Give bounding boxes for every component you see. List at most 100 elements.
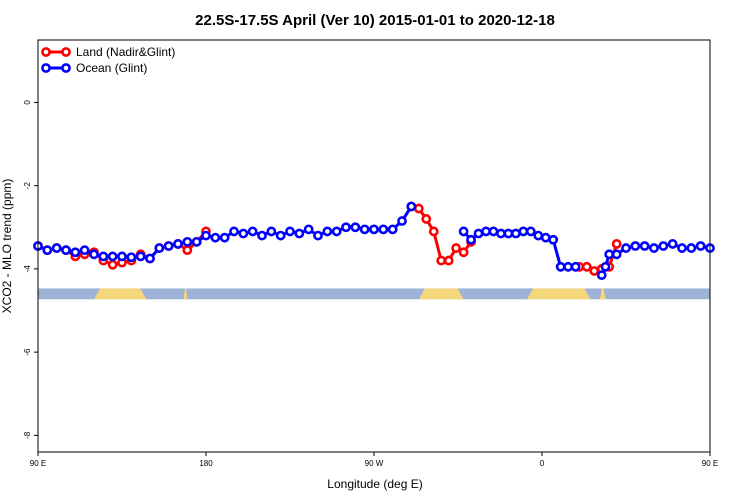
data-point <box>173 239 183 249</box>
data-point <box>611 249 622 260</box>
data-point <box>238 228 249 239</box>
data-point <box>596 270 607 281</box>
y-tick-label: -4 <box>23 265 32 273</box>
chart-title: 22.5S-17.5S April (Ver 10) 2015-01-01 to… <box>195 12 555 29</box>
legend-marker <box>41 63 51 73</box>
data-point <box>98 251 109 262</box>
data-point <box>294 228 305 239</box>
legend-entry: Ocean (Glint) <box>41 61 147 75</box>
data-point <box>443 255 454 266</box>
x-axis-label: Longitude (deg E) <box>327 477 422 491</box>
x-tick-label: 90 E <box>30 459 46 468</box>
data-point <box>303 224 314 235</box>
data-point <box>466 234 476 245</box>
x-tick-label: 90 W <box>365 459 384 468</box>
data-point <box>341 222 351 233</box>
data-point <box>107 251 118 262</box>
data-point <box>350 222 361 233</box>
land-segment <box>599 288 606 300</box>
data-point <box>540 232 551 243</box>
data-point <box>496 228 506 239</box>
data-point <box>658 241 669 251</box>
data-point <box>79 245 90 256</box>
y-tick-label: 0 <box>23 100 32 105</box>
data-point <box>458 226 469 237</box>
legend: Land (Nadir&Glint) Ocean (Glint) <box>41 45 175 75</box>
data-point <box>563 261 574 272</box>
data-point <box>406 201 417 212</box>
land-segment <box>94 288 147 300</box>
data-point <box>488 226 499 237</box>
data-point <box>649 243 659 253</box>
data-point <box>359 224 370 235</box>
data-point <box>210 232 221 243</box>
data-point <box>257 230 267 241</box>
data-point <box>89 249 99 260</box>
legend-marker <box>61 47 71 57</box>
land-segment <box>418 288 464 300</box>
data-point <box>275 230 286 241</box>
data-point <box>182 245 193 256</box>
y-axis-label: XCO2 - MLO trend (ppm) <box>0 179 14 314</box>
data-point <box>451 243 462 253</box>
y-tick-label: -8 <box>23 431 32 439</box>
data-point <box>70 247 81 258</box>
data-point <box>51 243 62 253</box>
data-point <box>621 243 631 253</box>
y-tick-label: -6 <box>23 348 32 356</box>
legend-entry: Land (Nadir&Glint) <box>41 45 175 59</box>
legend-marker <box>41 47 51 57</box>
data-point <box>413 203 424 214</box>
x-tick-label: 0 <box>540 459 545 468</box>
data-point <box>503 228 514 239</box>
data-point <box>525 226 536 237</box>
data-point <box>630 241 641 251</box>
data-point <box>378 224 389 235</box>
data-point <box>686 243 697 253</box>
data-point <box>481 226 491 237</box>
data-point <box>518 226 529 237</box>
ocean-band <box>38 288 710 300</box>
data-point <box>285 226 295 237</box>
data-point <box>219 232 230 243</box>
data-point <box>61 245 71 256</box>
plot-frame <box>37 39 711 453</box>
data-point <box>322 226 333 237</box>
x-tick-label: 90 E <box>702 459 718 468</box>
x-tick-label: 180 <box>199 459 213 468</box>
land-ocean-mask <box>38 288 710 300</box>
data-point <box>201 230 211 241</box>
data-point <box>145 253 155 264</box>
y-axis: 0 -2 -4 -6 -8 <box>23 100 38 439</box>
data-point <box>639 241 650 251</box>
data-point <box>135 251 146 262</box>
data-point <box>313 230 323 241</box>
data-point <box>229 226 239 237</box>
data-point <box>397 216 407 226</box>
data-point <box>331 226 342 237</box>
data-point <box>436 255 447 266</box>
data-point <box>570 261 581 272</box>
data-point <box>387 224 398 235</box>
data-point <box>600 261 611 272</box>
data-point <box>611 239 622 249</box>
land-series <box>33 201 622 276</box>
data-point <box>163 241 174 251</box>
data-point <box>589 266 600 276</box>
legend-label: Ocean (Glint) <box>76 61 147 75</box>
data-point <box>428 226 439 237</box>
data-point <box>247 226 258 237</box>
data-point <box>555 261 566 272</box>
data-point <box>126 252 137 263</box>
data-point <box>548 234 559 245</box>
data-point <box>191 236 202 247</box>
data-point <box>677 243 687 253</box>
y-tick-label: -2 <box>23 182 32 190</box>
data-point <box>581 261 592 272</box>
data-point <box>695 241 706 251</box>
data-point <box>154 243 165 253</box>
data-point <box>107 259 118 270</box>
data-point <box>42 245 53 256</box>
data-point <box>266 226 277 237</box>
